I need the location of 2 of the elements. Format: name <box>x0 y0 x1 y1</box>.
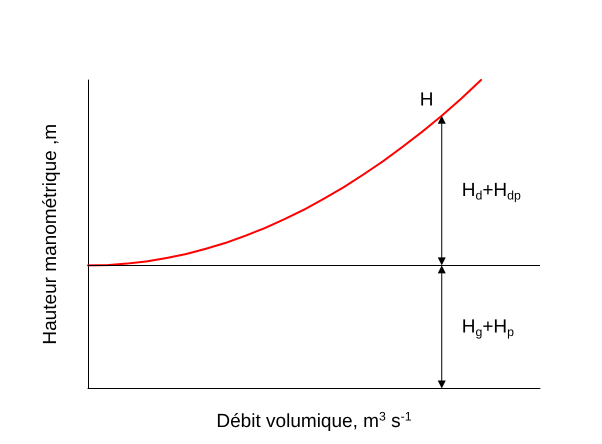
annotation: H <box>420 89 434 110</box>
y-axis-title: Hauteur manométrique ,m <box>40 124 61 345</box>
